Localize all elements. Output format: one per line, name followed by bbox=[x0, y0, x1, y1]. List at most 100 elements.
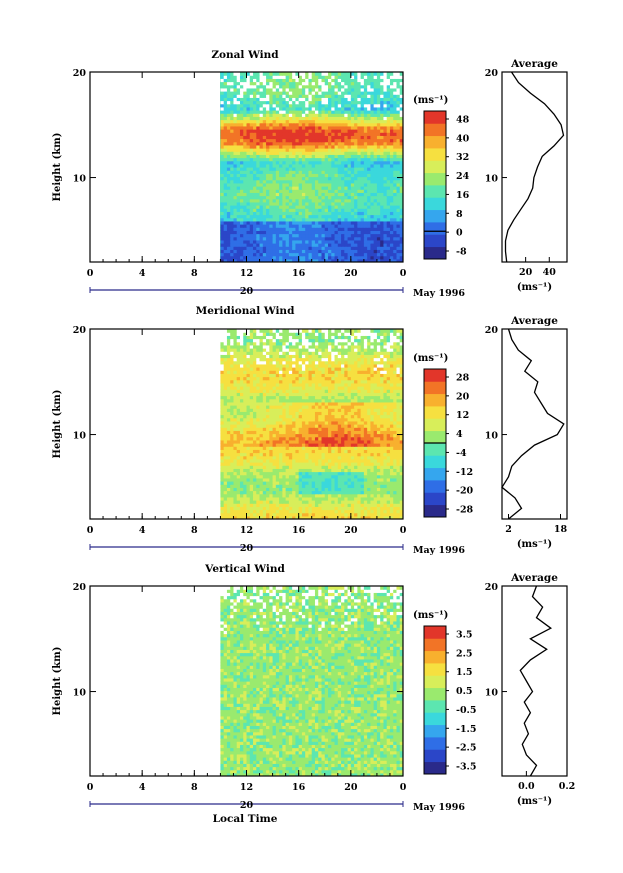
heatmap-cell bbox=[383, 160, 388, 165]
heatmap-cell bbox=[288, 113, 293, 117]
heatmap-cell bbox=[308, 106, 313, 111]
heatmap-cell bbox=[341, 249, 345, 254]
heatmap-cell bbox=[328, 515, 332, 519]
heatmap-cell bbox=[239, 255, 244, 260]
heatmap-cell bbox=[393, 474, 398, 479]
heatmap-cell bbox=[285, 487, 290, 492]
heatmap-cell bbox=[253, 189, 257, 193]
heatmap-cell bbox=[337, 195, 342, 200]
heatmap-cell bbox=[360, 94, 365, 98]
heatmap-cell bbox=[275, 176, 280, 181]
heatmap-cell bbox=[334, 113, 339, 117]
heatmap-cell bbox=[373, 224, 378, 228]
heatmap-cell bbox=[383, 484, 388, 488]
heatmap-cell bbox=[230, 192, 235, 197]
heatmap-cell bbox=[328, 439, 332, 444]
heatmap-cell bbox=[321, 490, 326, 495]
heatmap-cell bbox=[288, 471, 293, 476]
heatmap-cell bbox=[239, 87, 244, 92]
heatmap-cell bbox=[288, 125, 293, 130]
heatmap-cell bbox=[305, 233, 310, 238]
heatmap-cell bbox=[373, 125, 378, 130]
heatmap-cell bbox=[292, 474, 297, 479]
heatmap-cell bbox=[308, 198, 313, 203]
heatmap-cell bbox=[279, 170, 283, 174]
heatmap-cell bbox=[354, 94, 358, 98]
heatmap-cell bbox=[295, 452, 300, 457]
heatmap-cell bbox=[239, 106, 244, 111]
heatmap-cell bbox=[354, 189, 358, 193]
heatmap-cell bbox=[292, 176, 297, 181]
heatmap-cell bbox=[272, 106, 277, 111]
heatmap-cell bbox=[367, 224, 371, 228]
heatmap-cell bbox=[396, 512, 401, 517]
heatmap-cell bbox=[344, 220, 349, 225]
heatmap-cell bbox=[292, 452, 297, 457]
heatmap-cell bbox=[318, 214, 323, 219]
heatmap-cell bbox=[324, 436, 329, 441]
heatmap-cell bbox=[357, 198, 362, 203]
heatmap-cell bbox=[292, 208, 297, 212]
heatmap-cell bbox=[324, 211, 329, 216]
heatmap-cell bbox=[386, 449, 391, 454]
colorbar-tick-label: 24 bbox=[456, 171, 470, 182]
heatmap-cell bbox=[292, 446, 297, 450]
heatmap-cell bbox=[301, 151, 306, 155]
heatmap-cell bbox=[285, 201, 290, 206]
heatmap-cell bbox=[389, 496, 394, 501]
heatmap-cell bbox=[399, 84, 403, 89]
heatmap-cell bbox=[373, 496, 378, 501]
heatmap-cell bbox=[233, 81, 238, 86]
heatmap-cell bbox=[360, 243, 365, 247]
heatmap-cell bbox=[298, 208, 303, 212]
heatmap-cell bbox=[288, 465, 293, 469]
heatmap-cell bbox=[376, 436, 381, 441]
heatmap-cell bbox=[311, 144, 316, 149]
heatmap-cell bbox=[357, 106, 362, 111]
heatmap-cell bbox=[376, 160, 381, 165]
heatmap-cell bbox=[220, 78, 225, 83]
heatmap-cell bbox=[256, 176, 261, 181]
heatmap-cell bbox=[301, 465, 306, 469]
heatmap-cell bbox=[301, 436, 306, 441]
heatmap-cell bbox=[233, 509, 238, 514]
heatmap-cell bbox=[301, 452, 306, 457]
heatmap-cell bbox=[236, 205, 241, 209]
heatmap-cell bbox=[324, 500, 329, 504]
profile-x-tick-label: 40 bbox=[543, 267, 557, 278]
heatmap-cell bbox=[230, 443, 235, 447]
heatmap-cell bbox=[262, 160, 267, 165]
heatmap-cell bbox=[298, 103, 303, 108]
heatmap-cell bbox=[396, 154, 401, 159]
heatmap-cell bbox=[373, 205, 378, 209]
heatmap-cell bbox=[383, 455, 388, 460]
heatmap-cell bbox=[360, 151, 365, 155]
heatmap-cell bbox=[360, 484, 365, 488]
heatmap-cell bbox=[243, 100, 248, 105]
heatmap-cell bbox=[301, 249, 306, 254]
heatmap-cell bbox=[328, 167, 332, 171]
heatmap-cell bbox=[226, 487, 231, 492]
heatmap-cell bbox=[373, 106, 378, 111]
heatmap-cell bbox=[298, 81, 303, 86]
heatmap-cell bbox=[269, 433, 274, 438]
heatmap-cell bbox=[334, 100, 339, 105]
heatmap-cell bbox=[357, 249, 362, 254]
heatmap-cell bbox=[220, 449, 225, 454]
heatmap-cell bbox=[386, 239, 391, 244]
heatmap-cell bbox=[220, 81, 225, 86]
heatmap-cell bbox=[337, 78, 342, 83]
heatmap-cell bbox=[259, 160, 264, 165]
heatmap-cell bbox=[249, 91, 254, 95]
heatmap-cell bbox=[285, 106, 290, 111]
heatmap-cell bbox=[393, 144, 398, 149]
heatmap-cell bbox=[344, 496, 349, 501]
heatmap-cell bbox=[318, 94, 323, 98]
heatmap-cell bbox=[275, 72, 280, 76]
heatmap-cell bbox=[226, 72, 231, 76]
heatmap-cell bbox=[314, 110, 319, 114]
heatmap-cell bbox=[239, 484, 244, 488]
heatmap-cell bbox=[367, 97, 371, 102]
heatmap-cell bbox=[243, 201, 248, 206]
heatmap-cell bbox=[396, 449, 401, 454]
